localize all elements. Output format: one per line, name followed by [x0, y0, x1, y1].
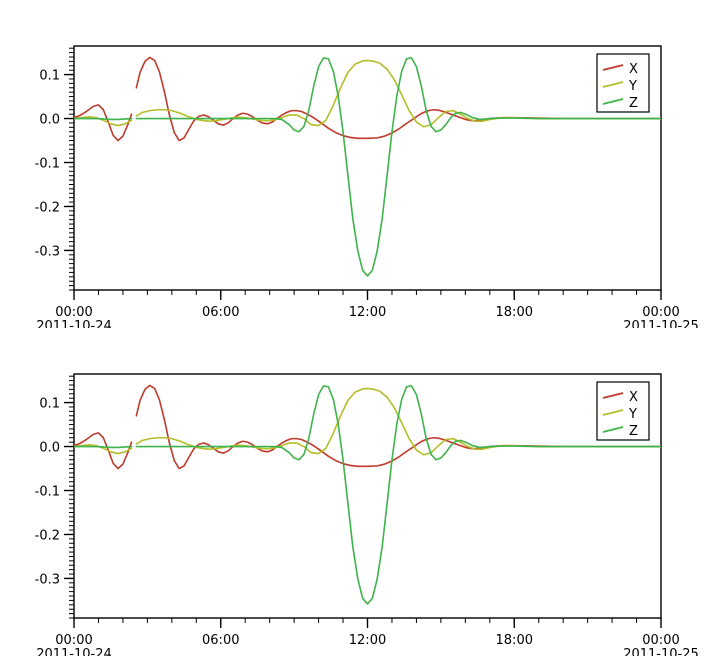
series-X	[74, 384, 661, 470]
trace-line-X	[74, 104, 133, 142]
legend-swatch-Z	[602, 426, 624, 433]
trace-line-Y	[74, 115, 133, 127]
x-tick-date-label: 2011-10-25	[623, 319, 699, 328]
x-tick-label: 06:00	[202, 633, 239, 648]
x-tick-label: 00:00	[55, 305, 92, 320]
chart-panel-bottom: 0.1 0.0 -0.1 -0.2 -0.3 00:00 2011-10-24 06:00 12…	[0, 328, 724, 656]
legend: XYZ	[596, 381, 650, 441]
x-tick-label: 18:00	[496, 633, 533, 648]
trace-line-X	[135, 384, 661, 470]
legend: XYZ	[596, 53, 650, 113]
trace-line-Y	[135, 59, 661, 128]
y-tick-label: -0.2	[35, 528, 60, 543]
x-tick-label: 12:00	[349, 305, 386, 320]
y-tick-label: -0.1	[35, 485, 60, 500]
y-tick-label: 0.0	[39, 113, 60, 128]
x-tick-label: 12:00	[349, 633, 386, 648]
legend-label-X: X	[629, 62, 638, 77]
legend-label-Y: Y	[628, 407, 637, 422]
x-tick-date-label: 2011-10-25	[623, 647, 699, 656]
series-Y	[74, 59, 661, 128]
x-tick-label: 18:00	[496, 305, 533, 320]
trace-line-Z	[135, 57, 661, 277]
y-tick-label: 0.1	[39, 397, 60, 412]
x-tick-label: 00:00	[642, 305, 679, 320]
legend-box	[596, 381, 650, 441]
series-Z	[74, 385, 661, 605]
legend-box	[596, 53, 650, 113]
y-axis-major-ticks: 0.1 0.0 -0.1 -0.2 -0.3	[35, 69, 74, 259]
y-tick-label: -0.3	[35, 572, 60, 587]
trace-line-Z	[74, 117, 133, 121]
y-axis-minor-ticks	[69, 47, 74, 291]
legend-label-Z: Z	[629, 424, 638, 439]
chart-panel-top: 0.1 0.0 -0.1 -0.2 -0.3 00:00 2011-10-24 06:00 12…	[35, 45, 699, 328]
x-tick-date-label: 2011-10-24	[36, 647, 112, 656]
trace-line-Y	[74, 443, 133, 455]
y-axis-major-ticks: 0.1 0.0 -0.1 -0.2 -0.3	[35, 397, 74, 587]
legend-swatch-Z	[602, 98, 624, 105]
legend-swatch-X	[602, 64, 624, 71]
x-tick-label: 00:00	[642, 633, 679, 648]
x-tick-label: 06:00	[202, 305, 239, 320]
x-tick-label: 00:00	[55, 633, 92, 648]
trace-line-X	[74, 432, 133, 470]
trace-line-Z	[74, 445, 133, 449]
y-tick-label: -0.1	[35, 157, 60, 172]
trace-line-X	[135, 56, 661, 142]
y-tick-label: -0.3	[35, 244, 60, 259]
series-X	[74, 56, 661, 142]
legend-swatch-Y	[602, 409, 624, 416]
x-tick-date-label: 2011-10-24	[36, 319, 112, 328]
series-Z	[74, 57, 661, 277]
trace-line-Y	[135, 387, 661, 456]
legend-label-Z: Z	[629, 96, 638, 111]
y-tick-label: 0.0	[39, 441, 60, 456]
y-axis-minor-ticks	[69, 375, 74, 619]
data-traces	[74, 384, 661, 605]
data-traces	[74, 56, 661, 277]
y-tick-label: -0.2	[35, 200, 60, 215]
series-Y	[74, 387, 661, 456]
trace-line-Z	[135, 385, 661, 605]
legend-label-X: X	[629, 390, 638, 405]
y-tick-label: 0.1	[39, 69, 60, 84]
legend-label-Y: Y	[628, 79, 637, 94]
legend-swatch-Y	[602, 81, 624, 88]
legend-swatch-X	[602, 392, 624, 399]
